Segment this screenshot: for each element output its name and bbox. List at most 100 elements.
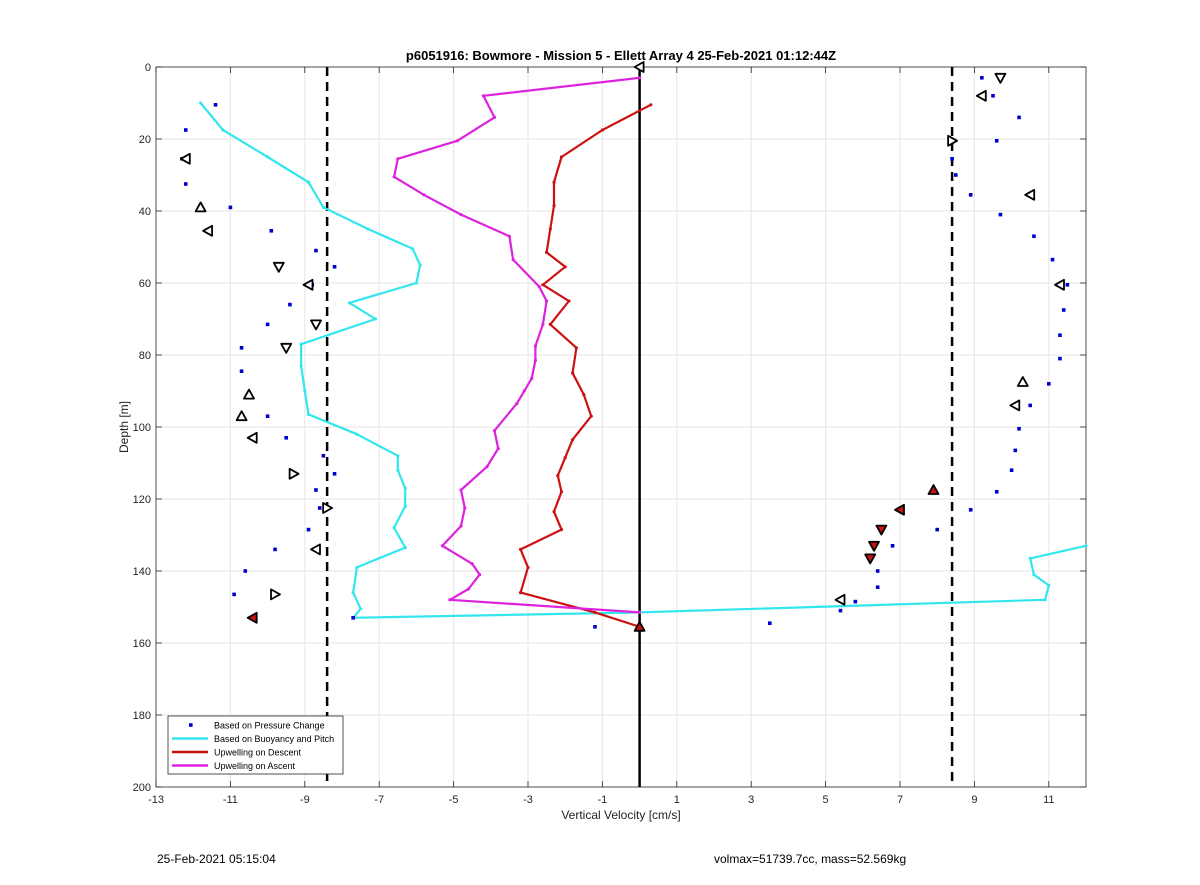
x-tick-label: 9	[971, 794, 977, 806]
triangle-marker	[864, 553, 877, 565]
series-3-point	[533, 344, 538, 348]
x-tick-label: -5	[449, 794, 459, 806]
series-2-point	[559, 490, 564, 494]
pressure-change-point	[998, 212, 1003, 217]
triangle-marker	[834, 593, 846, 606]
pressure-change-point	[265, 322, 270, 327]
series-2-point	[548, 322, 552, 326]
series-2-point	[552, 204, 556, 208]
series-3-point	[440, 544, 445, 548]
y-tick-label: 200	[133, 782, 151, 794]
pressure-change-point	[935, 527, 939, 532]
triangle-marker	[994, 72, 1007, 84]
triangle-marker	[927, 484, 940, 495]
series-2-point	[563, 456, 567, 460]
pressure-change-point	[314, 488, 318, 492]
pressure-change-point	[890, 544, 895, 548]
x-tick-label: -11	[223, 794, 238, 806]
pressure-change-point	[593, 625, 597, 629]
x-tick-label: 5	[823, 794, 829, 806]
series-2-point	[567, 299, 571, 303]
series-3-point	[537, 285, 541, 289]
pressure-change-point	[980, 76, 984, 80]
series-3-point	[492, 115, 497, 119]
pressure-change-point	[321, 454, 326, 458]
series-1-point	[396, 468, 400, 472]
series-1-point	[396, 454, 400, 458]
pressure-change-point	[1017, 427, 1021, 431]
series-1-point	[418, 263, 422, 267]
series-2-point	[589, 414, 593, 418]
legend-label: Based on Pressure Change	[214, 721, 325, 731]
x-tick-label: -1	[598, 794, 608, 806]
pressure-change-point	[273, 547, 277, 552]
series-2-point	[582, 393, 586, 397]
series-1-point	[299, 364, 303, 368]
series-1-point	[411, 247, 415, 251]
pressure-change-point	[991, 94, 995, 98]
pressure-change-point	[1058, 356, 1062, 361]
series-3-point	[448, 598, 452, 602]
pressure-change-point	[1061, 308, 1066, 312]
pressure-change-point	[1065, 283, 1070, 287]
series-1-point	[355, 565, 359, 570]
pressure-change-point	[994, 139, 999, 143]
x-tick-label: 11	[1043, 794, 1054, 806]
x-axis-label: Vertical Velocity [cm/s]	[561, 808, 680, 822]
series-1-point	[373, 317, 378, 321]
triangle-marker	[875, 524, 888, 536]
series-2-point	[545, 250, 549, 254]
y-tick-label: 140	[133, 566, 151, 578]
triangle-marker	[1016, 376, 1029, 387]
pressure-change-point	[288, 302, 292, 307]
legend-swatch	[189, 723, 193, 727]
triangle-marker	[868, 540, 880, 552]
series-3-point	[511, 258, 515, 262]
pressure-change-point	[306, 527, 311, 532]
pressure-change-point	[1028, 403, 1032, 408]
triangle-marker	[1024, 188, 1036, 201]
series-1-point	[366, 227, 370, 231]
triangle-marker	[894, 503, 905, 516]
footer-timestamp: 25-Feb-2021 05:15:04	[157, 852, 276, 866]
y-tick-label: 180	[133, 710, 151, 722]
y-axis-label: Depth [m]	[117, 401, 131, 453]
series-3-point	[481, 94, 485, 98]
series-3-point	[459, 524, 463, 528]
series-2-point	[518, 591, 523, 595]
series-2-point	[571, 371, 575, 375]
pressure-change-point	[875, 569, 880, 573]
pressure-change-point	[269, 229, 274, 233]
x-tick-label: 1	[674, 794, 680, 806]
triangle-marker	[202, 224, 214, 237]
x-tick-label: 3	[748, 794, 754, 806]
triangle-marker	[1054, 278, 1065, 291]
series-3-point	[422, 193, 426, 197]
series-1-point	[1032, 573, 1036, 577]
y-tick-label: 160	[133, 638, 151, 650]
pressure-change-point	[239, 346, 244, 350]
series-2-point	[649, 103, 653, 107]
triangle-marker	[310, 319, 322, 331]
pressure-change-point	[1017, 115, 1021, 120]
pressure-change-point	[183, 182, 188, 186]
pressure-change-point	[875, 585, 880, 589]
series-2-point	[552, 510, 556, 514]
triangle-marker	[975, 89, 987, 102]
triangle-marker	[1009, 399, 1021, 412]
pressure-change-point	[1058, 333, 1062, 337]
series-2-point	[600, 128, 605, 132]
triangle-marker	[633, 620, 646, 632]
pressure-change-point	[968, 508, 973, 512]
triangle-marker	[302, 278, 314, 291]
y-tick-label: 60	[139, 278, 151, 290]
series-1-point	[1047, 583, 1051, 588]
pressure-change-point	[950, 157, 954, 161]
pressure-change-point	[284, 436, 288, 440]
series-3-point	[638, 610, 642, 615]
pressure-change-point	[317, 506, 322, 510]
pressure-change-point	[183, 128, 188, 132]
series-1-line	[199, 102, 1087, 619]
x-tick-label: -9	[300, 794, 310, 806]
pressure-change-point	[265, 414, 270, 418]
